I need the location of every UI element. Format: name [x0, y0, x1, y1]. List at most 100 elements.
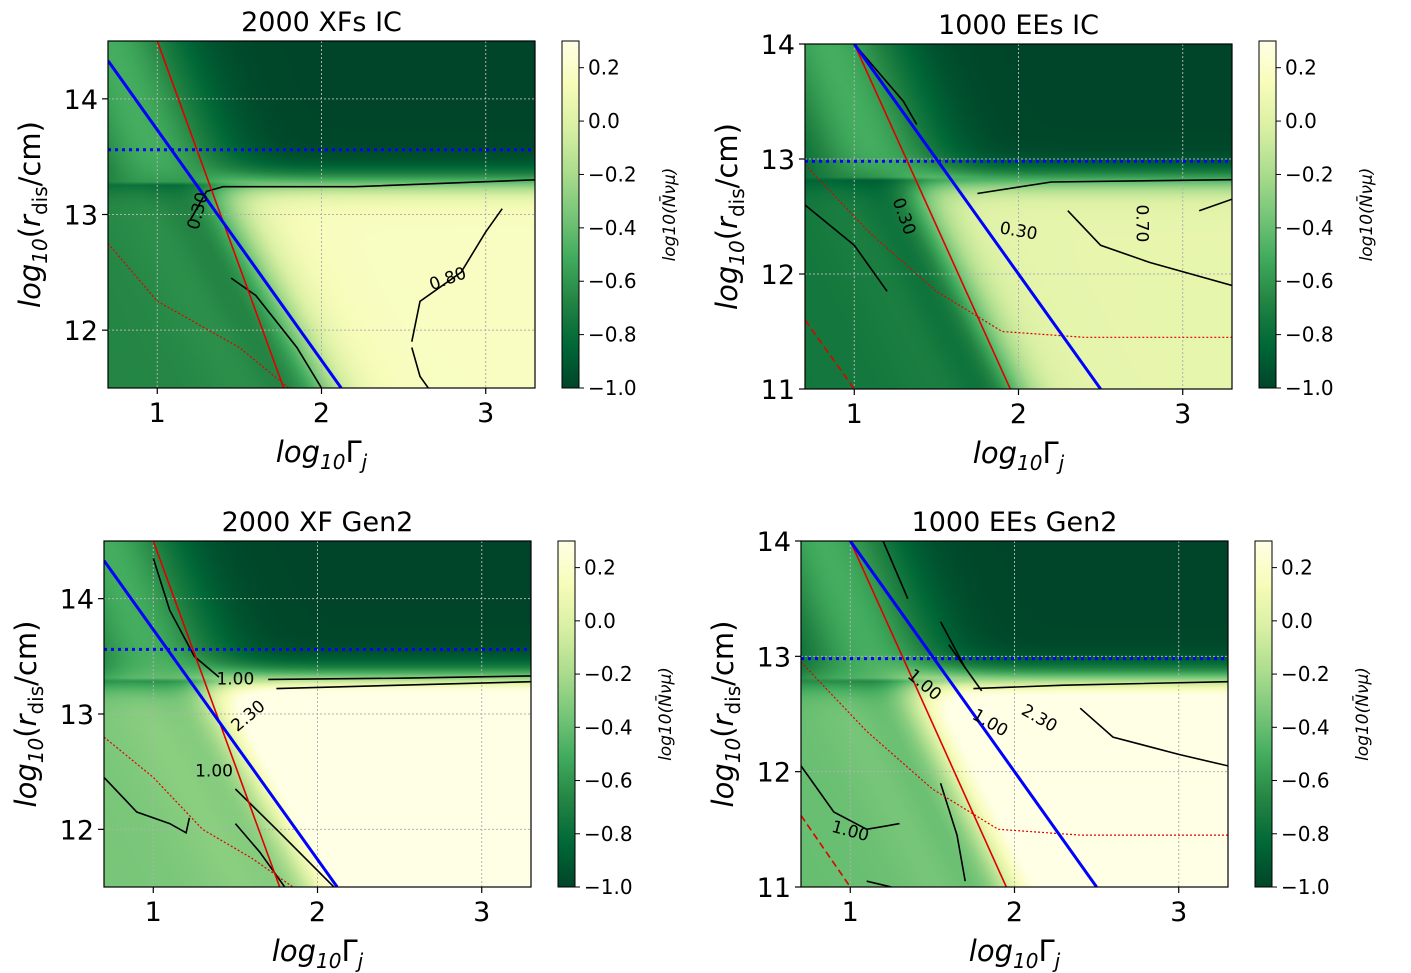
contour-line — [411, 208, 503, 342]
y-axis-label-part: dis — [725, 188, 749, 217]
y-axis-label-part: ( — [706, 726, 740, 737]
x-tick-label: 1 — [842, 897, 859, 928]
colorbar-tick-label: 0.2 — [584, 556, 616, 580]
y-axis-label-part: dis — [24, 686, 48, 715]
contour-line — [853, 44, 918, 125]
colorbar — [1254, 540, 1273, 888]
y-tick-label: 14 — [64, 85, 98, 116]
red-line — [152, 541, 281, 887]
x-axis-label-part: Γ — [1042, 436, 1058, 470]
colorbar-tick-label: −0.6 — [588, 269, 637, 293]
x-axis-label-part: 10 — [1013, 949, 1038, 973]
x-tick-label: 2 — [1010, 399, 1027, 430]
y-tick-label: 12 — [761, 260, 795, 291]
y-tick-label: 12 — [60, 815, 94, 846]
contour-line — [230, 277, 323, 388]
contour-line — [1067, 210, 1232, 287]
colorbar-tick-label: −0.2 — [1285, 162, 1334, 186]
contour-line — [939, 782, 966, 882]
y-tick-label: 12 — [64, 316, 98, 347]
colorbar-tick-label: −1.0 — [584, 875, 633, 899]
colorbar-label: log10(N̄νμ) — [658, 168, 680, 262]
y-axis-label-part: log — [706, 763, 740, 807]
y-axis-label-part: ( — [13, 227, 47, 238]
red-dashed-line — [801, 815, 851, 887]
x-tick-label: 3 — [477, 398, 494, 429]
y-tick-label: 14 — [757, 527, 791, 558]
chart-title: 2000 XFs IC — [241, 7, 402, 38]
contour-line — [1079, 707, 1228, 767]
x-axis-label-part: j — [359, 450, 368, 474]
x-tick-label: 3 — [1170, 897, 1187, 928]
chart-title: 2000 XF Gen2 — [222, 507, 414, 538]
y-tick-label: 13 — [60, 700, 94, 731]
colorbar-tick-label: 0.0 — [1285, 109, 1317, 133]
x-axis-label-part: j — [1056, 451, 1065, 475]
colorbar-tick-label: −0.6 — [584, 769, 633, 793]
red-dotted-line — [104, 736, 294, 887]
blue-line — [104, 559, 339, 887]
y-tick-label: 14 — [761, 30, 795, 61]
x-axis-label-part: j — [1052, 949, 1061, 973]
y-tick-label: 13 — [761, 145, 795, 176]
x-axis-label-part: Γ — [345, 435, 361, 469]
colorbar-tick-label: 0.2 — [1281, 556, 1313, 580]
y-axis-label-part: ( — [710, 229, 744, 240]
y-axis-label: log10(rdis/cm)log10(rdis/cm) — [706, 621, 745, 808]
y-tick-label: 11 — [761, 375, 795, 406]
contour-line — [411, 347, 429, 388]
x-axis-label: log10Γjlog10Γj — [272, 934, 364, 973]
x-axis-label-part: 10 — [320, 450, 345, 474]
y-axis-label-part: r — [13, 213, 47, 227]
x-tick-label: 3 — [1174, 399, 1191, 430]
colorbar-tick-label: −0.8 — [1285, 323, 1334, 347]
colorbar-tick-label: 0.0 — [584, 609, 616, 633]
colorbar-label: log10(N̄νμ) — [1355, 168, 1377, 262]
contour-line — [1198, 198, 1232, 212]
colorbar-tick-label: −0.4 — [584, 715, 633, 739]
y-axis-label-part: dis — [28, 186, 52, 215]
colorbar-tick-label: −0.6 — [1285, 269, 1334, 293]
y-axis-label: log10(rdis/cm)log10(rdis/cm) — [13, 121, 52, 308]
x-tick-label: 3 — [473, 897, 490, 928]
x-axis-label-part: 10 — [316, 949, 341, 973]
red-line — [849, 541, 1008, 887]
colorbar-tick-label: −0.8 — [588, 323, 637, 347]
colorbar-tick-label: −0.2 — [588, 162, 637, 186]
x-tick-label: 1 — [145, 897, 162, 928]
contour-line — [104, 776, 191, 835]
x-axis-label: log10Γjlog10Γj — [969, 934, 1061, 973]
chart-title: 1000 EEs Gen2 — [912, 507, 1118, 538]
y-axis-label-part: /cm) — [706, 621, 740, 686]
x-axis-label-part: Γ — [341, 934, 357, 968]
colorbar-tick-label: −1.0 — [588, 376, 637, 400]
y-axis-label-part: 10 — [28, 238, 52, 263]
colorbar-tick-label: −0.2 — [1281, 662, 1330, 686]
contour-line — [805, 204, 888, 292]
colorbar-tick-label: 0.0 — [588, 109, 620, 133]
blue-line — [853, 44, 1102, 389]
x-axis-label-part: Γ — [1038, 934, 1054, 968]
y-axis-label: log10(rdis/cm)log10(rdis/cm) — [9, 621, 48, 808]
x-tick-label: 2 — [309, 897, 326, 928]
colorbar — [561, 40, 580, 389]
y-axis-label-part: 10 — [24, 738, 48, 763]
x-tick-label: 2 — [1006, 897, 1023, 928]
red-line — [853, 44, 1012, 389]
red-dotted-line — [801, 661, 1228, 836]
blue-line — [849, 541, 1098, 887]
x-axis-label-part: log — [973, 436, 1017, 470]
colorbar-tick-label: −0.4 — [588, 216, 637, 240]
contour-line — [189, 179, 535, 221]
x-axis-label: log10Γjlog10Γj — [276, 435, 368, 474]
contour-line — [948, 644, 983, 692]
y-axis-label: log10(rdis/cm)log10(rdis/cm) — [710, 123, 749, 310]
y-axis-label-part: r — [710, 215, 744, 229]
colorbar — [1258, 40, 1277, 389]
contour-label: 1.00 — [216, 669, 254, 689]
colorbar-tick-label: −1.0 — [1285, 376, 1334, 400]
x-tick-label: 2 — [313, 398, 330, 429]
